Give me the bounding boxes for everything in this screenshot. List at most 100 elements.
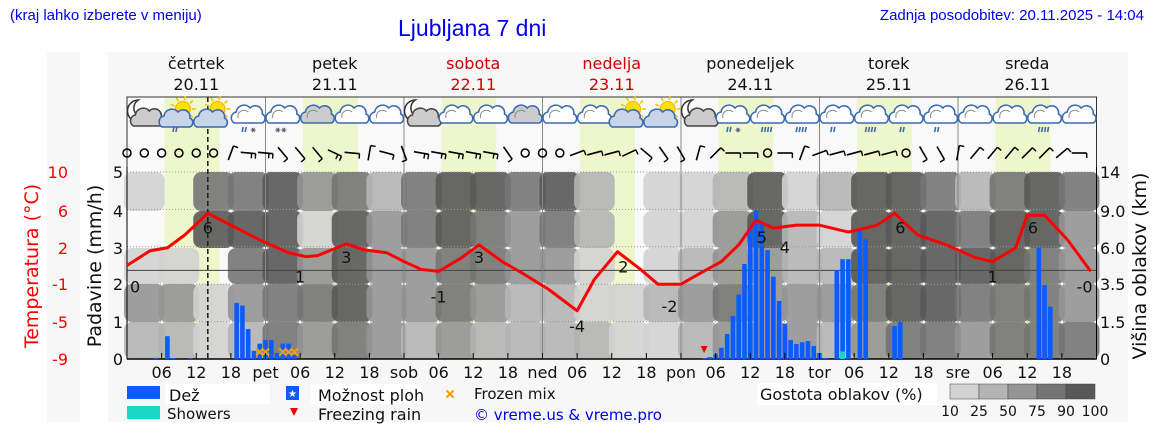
cloud-detail xyxy=(791,109,803,119)
x-tick-label: 06 xyxy=(705,363,725,382)
day-name: četrtek xyxy=(168,54,226,73)
cloud-density-cell xyxy=(158,284,200,322)
barb-staff xyxy=(604,150,620,156)
cloud-shape xyxy=(192,108,229,128)
x-tick-label: 18 xyxy=(913,363,933,382)
cloud-density-cell xyxy=(574,248,615,284)
temperature-label: -0 xyxy=(1077,277,1093,296)
cloud-density-cell xyxy=(401,284,442,322)
temperature-label: -1 xyxy=(431,287,447,306)
calm-circle xyxy=(122,148,132,158)
cloud-height-tick-label: 3.5 xyxy=(1100,275,1125,294)
barb-staff xyxy=(918,146,928,160)
rain-bar xyxy=(776,301,782,359)
wind-calm-icon xyxy=(191,148,201,158)
temperature-label: -4 xyxy=(569,317,585,336)
sun-ray xyxy=(668,96,671,101)
rain-bar xyxy=(771,276,776,359)
calm-circle xyxy=(156,148,167,158)
barb-staff xyxy=(1055,147,1069,159)
cloud-density-cell xyxy=(712,211,754,248)
wind-barb-icon xyxy=(1055,147,1072,159)
day-name: petek xyxy=(312,54,358,73)
cloud-density-cell xyxy=(678,248,719,284)
cloud-density-cell xyxy=(227,284,269,322)
temperature-axis-title: Temperatura (°C) xyxy=(21,184,43,349)
sun-ray xyxy=(620,103,625,107)
cloud-density-cell xyxy=(678,211,719,248)
wind-calm-icon xyxy=(555,148,565,158)
barb-feather xyxy=(996,146,1002,152)
cloud-detail xyxy=(272,109,284,119)
cloud-density-cell xyxy=(124,284,165,322)
cloud-density-cell xyxy=(955,322,996,359)
rain-bar xyxy=(765,250,770,359)
barb-feather xyxy=(391,154,395,160)
cloud-density-cell xyxy=(401,248,442,284)
cloud-density-cell xyxy=(920,284,961,322)
cloud-density-cell xyxy=(539,172,581,211)
rain-bar xyxy=(863,239,868,359)
calm-circle xyxy=(139,148,150,158)
barb-staff xyxy=(881,150,897,156)
calm-circle xyxy=(762,148,773,158)
barb-feather xyxy=(423,153,426,159)
cloud-density-cell xyxy=(989,172,1031,211)
x-tick-label: ned xyxy=(527,363,557,382)
temperature-label: 0 xyxy=(130,277,140,296)
rain-drop-icon xyxy=(1040,126,1044,133)
wind-barb-icon xyxy=(400,145,408,163)
snowflake-icon xyxy=(282,127,286,133)
rain-drop-icon xyxy=(798,126,801,133)
sun-ray xyxy=(660,97,664,102)
legend-showers-swatch xyxy=(127,406,160,419)
x-tick-label: 12 xyxy=(1017,363,1037,382)
weather-icon-cloud xyxy=(369,104,405,124)
cloud-density-cell xyxy=(297,211,338,248)
cloud-height-tick-label: 14 xyxy=(1100,163,1120,182)
cloud-density-cell xyxy=(331,322,373,359)
cloud-density-cell xyxy=(435,322,477,359)
rain-bar xyxy=(701,358,707,359)
rain-drop-icon xyxy=(795,126,798,133)
cloud-density-cell xyxy=(920,248,961,284)
cloud-density-cell xyxy=(470,322,511,359)
wind-barb-icon xyxy=(863,150,881,157)
cloud-density-cell xyxy=(331,211,373,248)
legend-rain-swatch xyxy=(127,386,160,399)
weather-icon-cloud xyxy=(576,104,612,124)
cloud-density-cell xyxy=(227,248,269,284)
cloud-shape xyxy=(158,108,194,128)
calm-circle xyxy=(174,148,184,158)
wind-barb-icon xyxy=(918,146,928,163)
x-tick-label: 18 xyxy=(1052,363,1072,382)
rain-bar xyxy=(245,329,251,359)
temperature-label: 4 xyxy=(780,238,790,257)
rain-bar xyxy=(1048,306,1053,359)
cloud-density-cell xyxy=(539,322,581,359)
day-date: 25.11 xyxy=(866,75,912,94)
rain-bar xyxy=(251,350,257,359)
wind-calm-icon xyxy=(762,148,773,158)
precipitation-tick-label: 2 xyxy=(113,275,123,294)
cloud-density-cell xyxy=(643,284,684,322)
legend-possible-showers-swatch xyxy=(286,386,299,400)
cloud-density-cell xyxy=(989,322,1031,359)
cloud-shape xyxy=(1061,104,1097,124)
rain-bar xyxy=(788,339,793,359)
barb-staff xyxy=(621,149,637,157)
cloud-density-cell xyxy=(124,172,165,211)
weather-icon-cloud-sleet xyxy=(715,104,751,133)
snowflake-icon xyxy=(276,127,280,133)
barb-feather xyxy=(300,158,306,163)
legend-frozen-mix-icon xyxy=(445,389,455,399)
wind-barb-icon xyxy=(448,150,465,160)
barb-feather xyxy=(401,159,407,163)
cloud-density-cell xyxy=(366,172,407,211)
cloud-density-cell xyxy=(1024,172,1065,211)
cloud-height-tick-label: 0 xyxy=(1100,350,1110,369)
legend-showers-label: Showers xyxy=(167,405,231,423)
sun-ray xyxy=(218,96,221,101)
temperature-label: 6 xyxy=(203,218,213,237)
barb-feather xyxy=(583,150,587,156)
